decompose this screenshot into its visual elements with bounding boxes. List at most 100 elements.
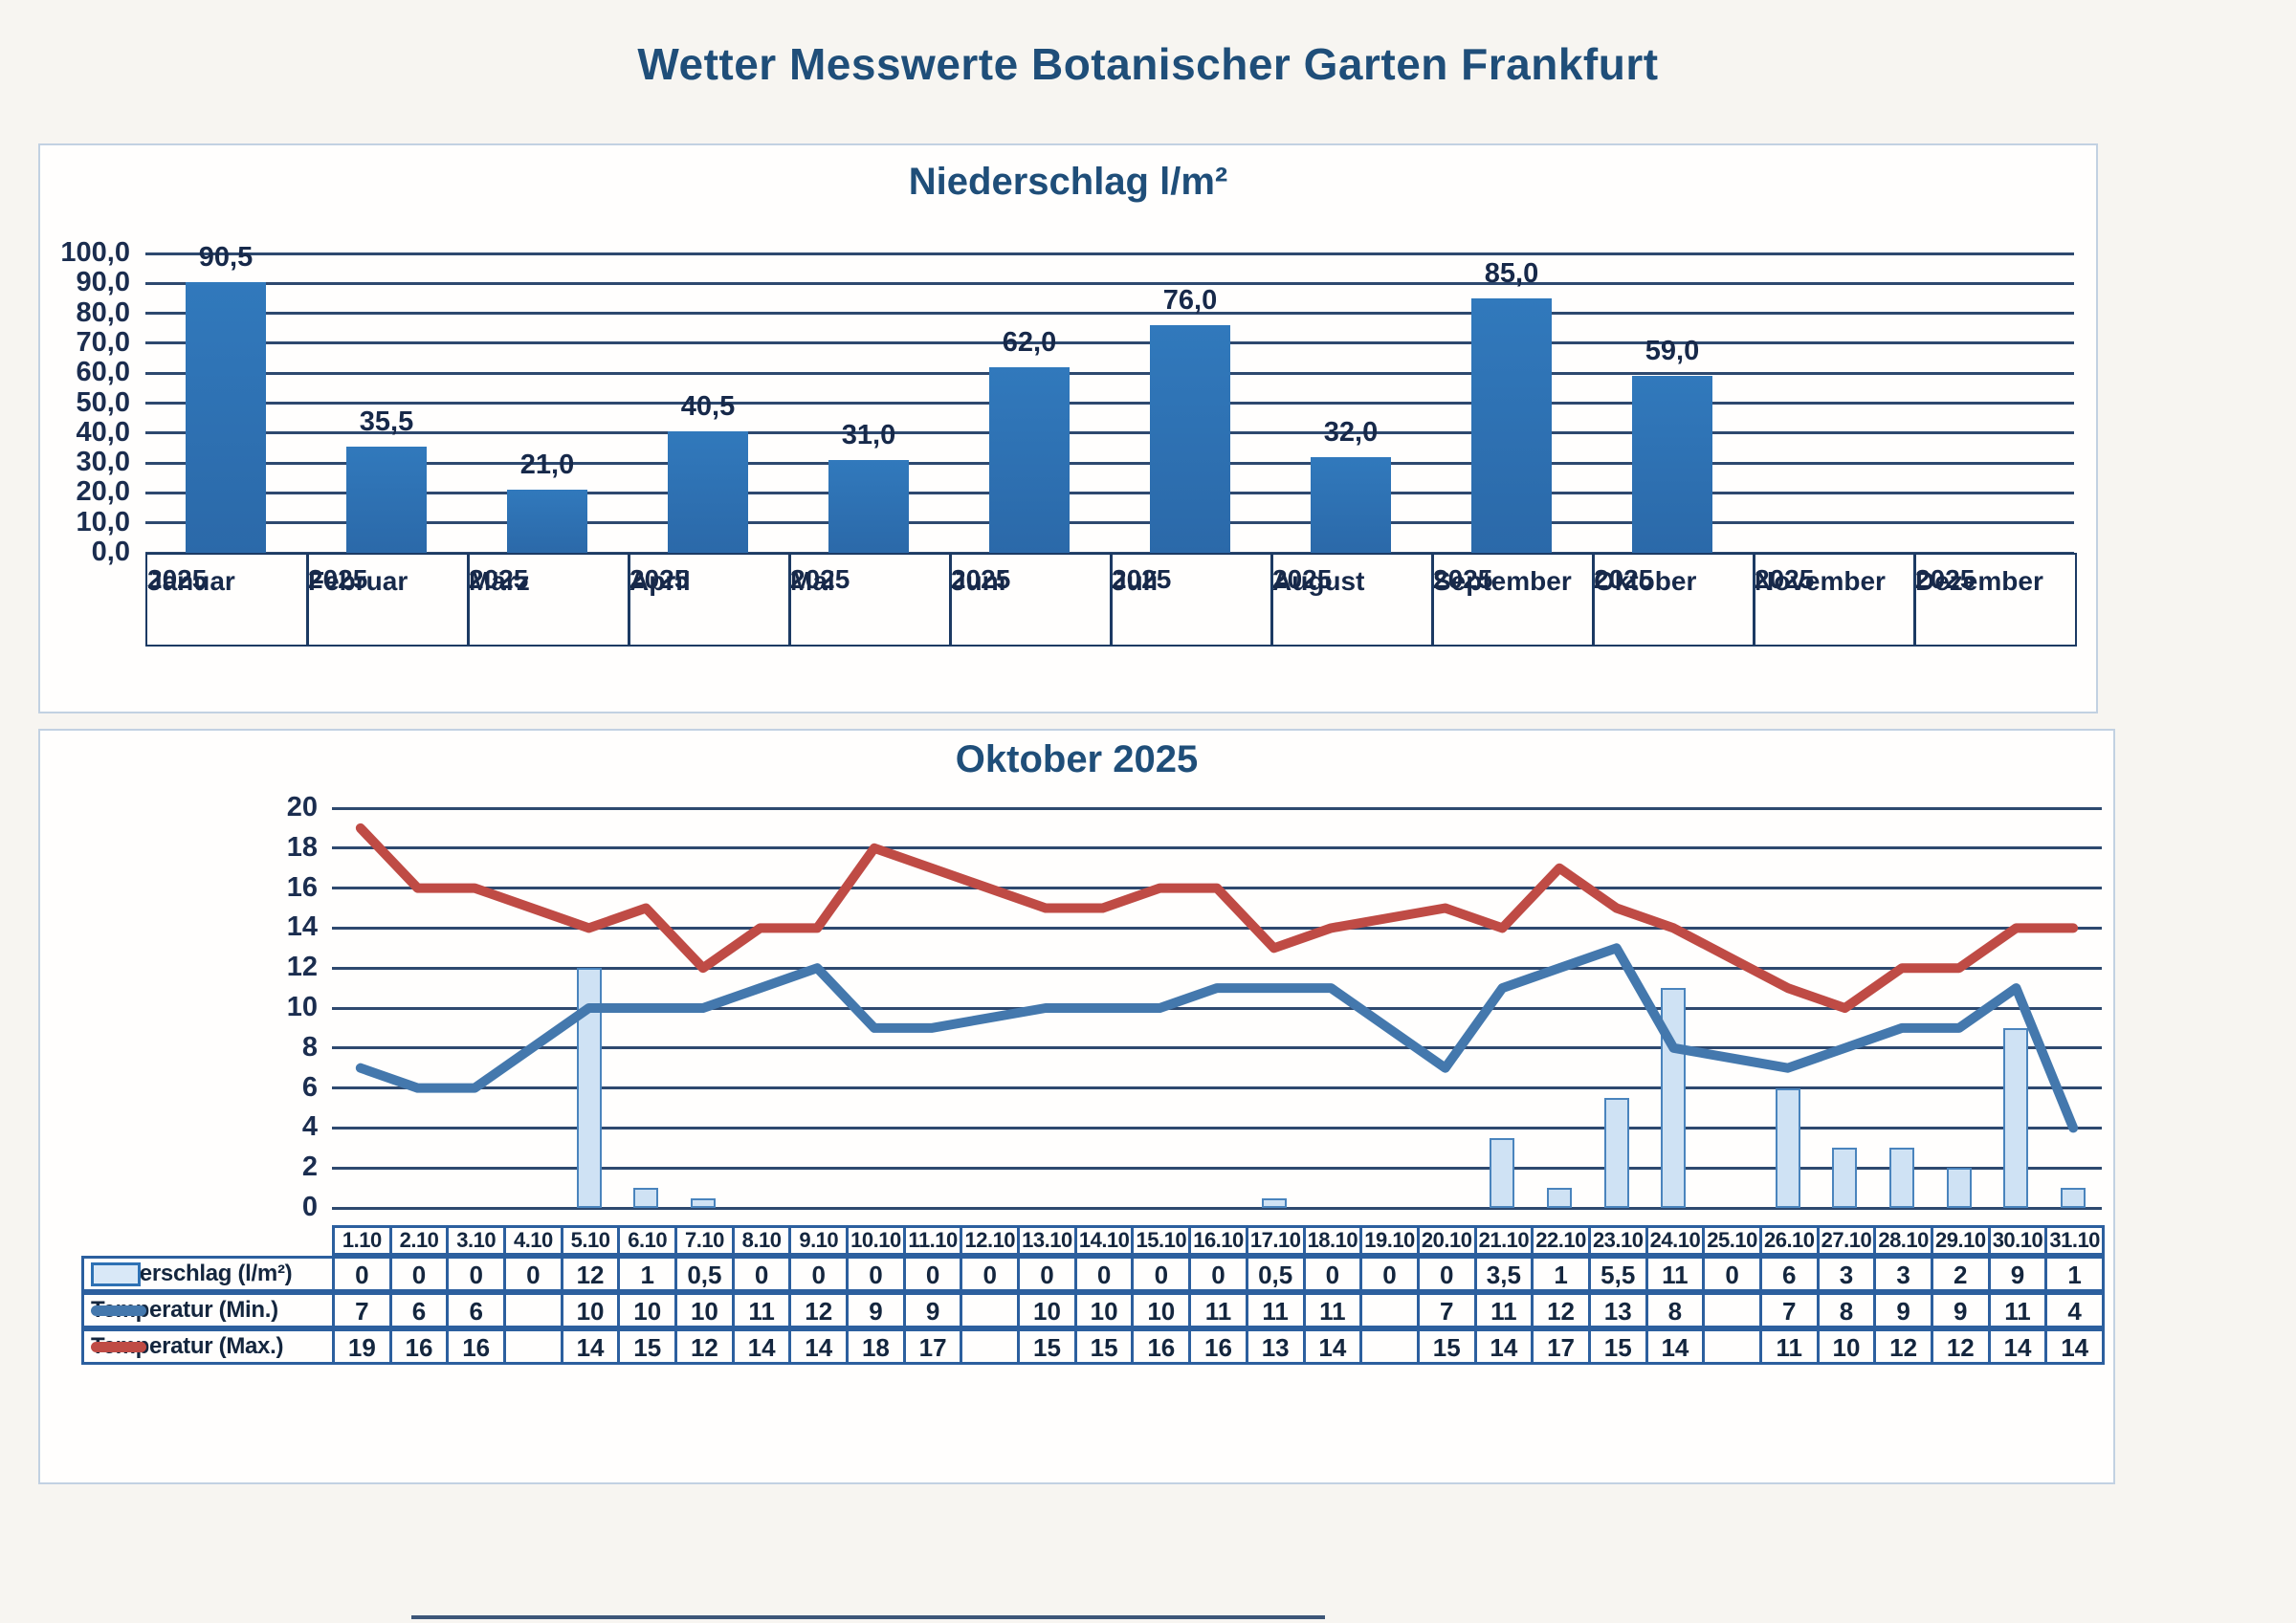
table-value-cell: 11 <box>1987 1292 2048 1328</box>
table-day-header: 16.10 <box>1188 1225 1248 1256</box>
table-value-cell: 7 <box>1758 1292 1820 1328</box>
scan-artifact-line <box>411 1615 1325 1619</box>
table-value-cell: 8 <box>1645 1292 1706 1328</box>
table-value-cell: 0 <box>1073 1256 1135 1292</box>
daily-gridline <box>332 1206 2102 1210</box>
daily-y-tick-label: 14 <box>286 911 318 943</box>
table-value-cell: 17 <box>1531 1328 1591 1365</box>
table-value-cell: 0 <box>1702 1256 1762 1292</box>
monthly-y-tick-label: 90,0 <box>76 267 130 298</box>
table-value-cell: 7 <box>1416 1292 1477 1328</box>
table-value-cell: 0,5 <box>674 1256 735 1292</box>
daily-y-tick-label: 10 <box>286 992 318 1022</box>
table-value-cell: 12 <box>788 1292 850 1328</box>
page-title: Wetter Messwerte Botanischer Garten Fran… <box>637 39 1659 89</box>
month-name-label: Juni <box>951 566 1006 596</box>
table-day-header: 24.10 <box>1645 1225 1706 1256</box>
table-value-cell: 14 <box>731 1328 792 1365</box>
table-day-header: 3.10 <box>446 1225 507 1256</box>
table-value-cell: 14 <box>1302 1328 1363 1365</box>
table-value-cell: 0 <box>503 1256 563 1292</box>
table-value-cell: 16 <box>1131 1328 1192 1365</box>
table-value-cell: 13 <box>1245 1328 1306 1365</box>
table-value-cell: 12 <box>1531 1292 1591 1328</box>
daily-precipitation-bar <box>1832 1148 1858 1208</box>
month-name-label: Oktober <box>1594 566 1697 596</box>
table-day-header: 2.10 <box>388 1225 450 1256</box>
monthly-bar-value-label: 90,5 <box>198 241 254 273</box>
table-day-header: 20.10 <box>1416 1225 1477 1256</box>
table-value-cell: 16 <box>388 1328 450 1365</box>
daily-precipitation-bar <box>2061 1188 2086 1208</box>
daily-gridline <box>332 887 2102 890</box>
monthly-gridline <box>145 371 2074 375</box>
table-value-cell: 10 <box>674 1292 735 1328</box>
monthly-bar-juli <box>1150 325 1230 553</box>
month-axis-cell-märz: März 2025 <box>467 553 630 647</box>
temp-min-line-legend-swatch <box>91 1305 146 1316</box>
table-value-cell: 0 <box>960 1256 1021 1292</box>
table-value-cell: 14 <box>560 1328 621 1365</box>
month-year-label: 2025 <box>951 564 1011 594</box>
table-day-header: 14.10 <box>1073 1225 1135 1256</box>
month-axis-cell-november: November 2025 <box>1753 553 1916 647</box>
daily-y-tick-label: 8 <box>301 1031 318 1063</box>
table-value-cell: 13 <box>1587 1292 1648 1328</box>
monthly-bar-value-label: 31,0 <box>841 419 896 450</box>
table-value-cell: 15 <box>1587 1328 1648 1365</box>
daily-y-tick-label: 4 <box>301 1111 318 1143</box>
monthly-gridline <box>145 341 2074 345</box>
table-value-cell: 3 <box>1816 1256 1877 1292</box>
table-value-cell: 0 <box>332 1256 392 1292</box>
daily-y-tick-label: 0 <box>301 1192 318 1222</box>
month-axis-cell-juni: Juni 2025 <box>949 553 1113 647</box>
monthly-gridline <box>145 491 2074 494</box>
table-value-cell: 19 <box>332 1328 392 1365</box>
month-name-label: Februar <box>308 566 408 596</box>
table-row-header-line-max: Temperatur (Max.) <box>81 1328 335 1365</box>
month-year-label: 2025 <box>147 564 208 594</box>
month-year-label: 2025 <box>1112 564 1172 594</box>
table-day-header: 25.10 <box>1702 1225 1762 1256</box>
table-value-cell: 14 <box>788 1328 850 1365</box>
daily-precipitation-bar <box>1661 988 1687 1208</box>
table-value-cell: 11 <box>1245 1292 1306 1328</box>
table-day-header: 17.10 <box>1245 1225 1306 1256</box>
month-axis-cell-august: August 2025 <box>1270 553 1434 647</box>
monthly-y-tick-label: 30,0 <box>76 447 130 478</box>
month-name-label: Dezember <box>1915 566 2043 596</box>
month-year-label: 2025 <box>790 564 850 594</box>
table-value-cell: 10 <box>1131 1292 1192 1328</box>
daily-y-tick-label: 18 <box>286 831 318 863</box>
table-day-header: 19.10 <box>1359 1225 1420 1256</box>
table-day-header: 1.10 <box>332 1225 392 1256</box>
table-value-cell: 0 <box>731 1256 792 1292</box>
table-day-header: 6.10 <box>617 1225 678 1256</box>
table-day-header: 5.10 <box>560 1225 621 1256</box>
month-axis-cell-mai: Mai 2025 <box>788 553 952 647</box>
table-value-cell: 14 <box>1987 1328 2048 1365</box>
monthly-gridline <box>145 431 2074 435</box>
monthly-y-tick-label: 70,0 <box>76 326 130 358</box>
daily-gridline <box>332 926 2102 930</box>
monthly-gridline <box>145 281 2074 285</box>
month-name-label: September <box>1433 566 1572 596</box>
monthly-bar-september <box>1471 297 1552 553</box>
month-name-label: Januar <box>147 566 235 596</box>
table-value-cell: 17 <box>902 1328 963 1365</box>
daily-precipitation-bar <box>1946 1168 1972 1208</box>
table-row-header-bar: Niederschlag (l/m²) <box>81 1256 335 1292</box>
month-name-label: November <box>1755 566 1886 596</box>
table-value-cell: 0 <box>1302 1256 1363 1292</box>
monthly-bar-januar <box>186 281 266 553</box>
month-year-label: 2025 <box>629 564 690 594</box>
table-value-cell: 6 <box>1758 1256 1820 1292</box>
month-name-label: August <box>1272 566 1365 596</box>
table-value-cell: 15 <box>1416 1328 1477 1365</box>
month-axis-cell-februar: Februar 2025 <box>306 553 470 647</box>
table-day-header: 12.10 <box>960 1225 1021 1256</box>
monthly-bar-mai <box>828 459 909 553</box>
table-value-cell: 0 <box>1131 1256 1192 1292</box>
table-value-cell: 3,5 <box>1473 1256 1534 1292</box>
